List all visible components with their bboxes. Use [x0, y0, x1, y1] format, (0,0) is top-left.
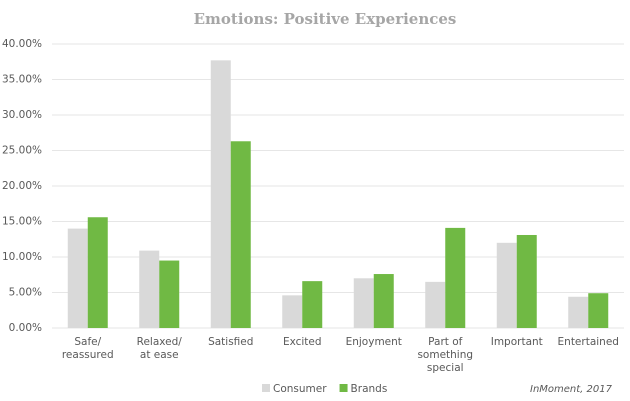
legend-swatch: [339, 384, 348, 392]
y-tick-label: 0.00%: [9, 322, 42, 334]
x-tick-label: Important: [490, 336, 543, 348]
y-tick-label: 35.00%: [2, 74, 42, 86]
y-tick-label: 30.00%: [2, 109, 42, 121]
bar: [588, 293, 609, 328]
bar: [87, 217, 108, 328]
bar: [373, 274, 394, 328]
bar: [230, 141, 251, 328]
x-tick-label: Part of something special: [417, 336, 474, 374]
x-tick-label: Safe/ reassured: [61, 336, 114, 361]
y-tick-label: 25.00%: [2, 145, 42, 157]
legend-swatch: [262, 384, 270, 392]
x-tick-label: Enjoyment: [345, 336, 402, 348]
source-note: InMoment, 2017: [530, 384, 613, 395]
y-tick-label: 20.00%: [2, 180, 42, 192]
bar: [568, 296, 589, 328]
bar: [353, 278, 374, 328]
x-tick-label: Entertained: [557, 336, 619, 348]
x-tick-label: Satisfied: [208, 336, 254, 348]
bar: [445, 227, 466, 328]
bar: [516, 234, 537, 328]
bar: [159, 260, 180, 328]
bar: [67, 228, 88, 328]
bar: [282, 295, 303, 328]
bar: [425, 281, 446, 328]
y-tick-label: 5.00%: [9, 287, 42, 299]
y-tick-label: 15.00%: [2, 216, 42, 228]
bar: [139, 250, 160, 328]
chart-title: Emotions: Positive Experiences: [194, 10, 457, 28]
legend-label: Brands: [351, 383, 388, 395]
legend-label: Consumer: [273, 383, 327, 395]
bar: [210, 60, 231, 329]
bar: [496, 242, 517, 328]
x-tick-label: Excited: [282, 336, 322, 348]
y-tick-label: 40.00%: [2, 38, 42, 50]
bar: [302, 281, 323, 328]
y-tick-label: 10.00%: [2, 251, 42, 263]
x-tick-label: Relaxed/ at ease: [136, 336, 182, 361]
